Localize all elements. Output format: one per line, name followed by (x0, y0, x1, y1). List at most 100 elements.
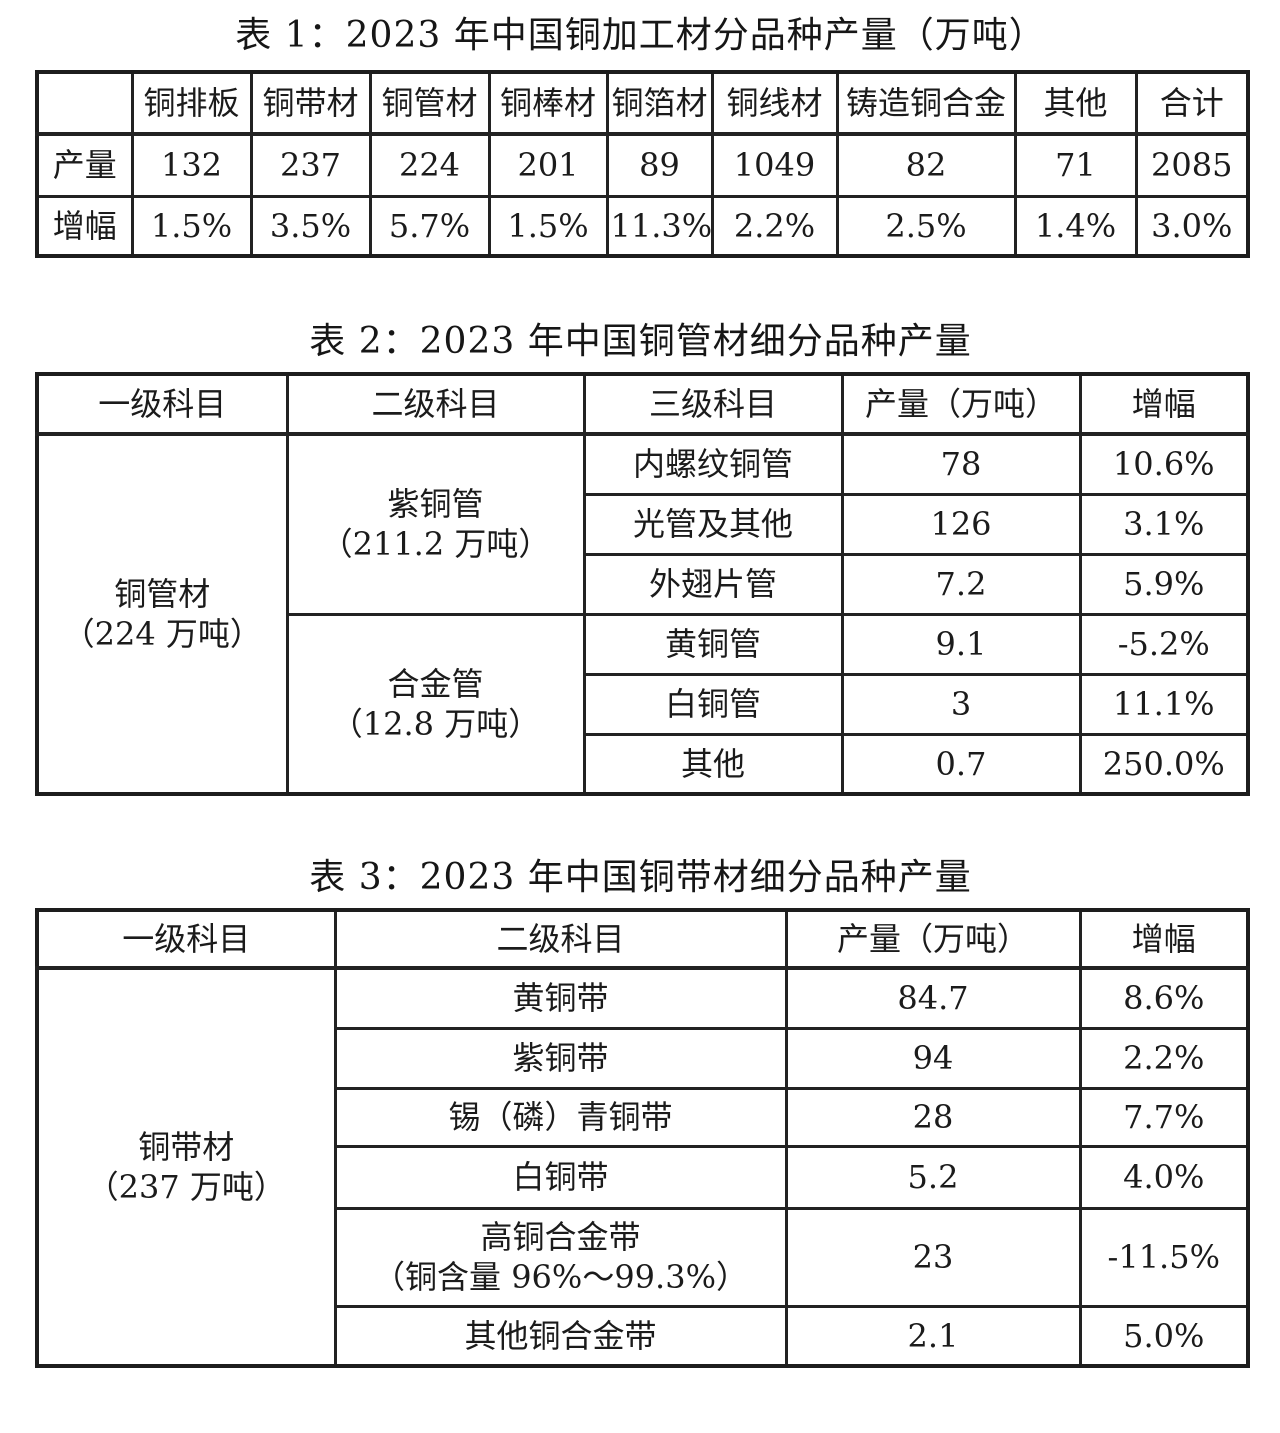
growth-value: 2.2% (1078, 1026, 1250, 1090)
table3-level1-cell: 铜带材 （237 万吨） (35, 966, 337, 1368)
output-value: 5.2 (784, 1144, 1082, 1210)
table1-row-label-growth: 增幅 (35, 194, 134, 258)
table1-col-header-tongxiancai: 铜线材 (710, 70, 839, 136)
output-value: 237 (249, 132, 372, 198)
output-value: 1049 (710, 132, 839, 198)
table2-title: 表 2：2023 年中国铜管材细分品种产量 (309, 321, 972, 362)
table1-col-header-tongpaiban: 铜排板 (130, 70, 253, 136)
output-value: 89 (605, 132, 714, 198)
output-value: 23 (784, 1206, 1082, 1308)
growth-value: 1.5% (130, 194, 253, 258)
output-value: 71 (1013, 132, 1138, 198)
output-value: 0.7 (840, 732, 1082, 796)
table2-col-header-growth: 增幅 (1078, 372, 1250, 436)
level2-name: 紫铜管 (387, 485, 484, 524)
level2-amount: （12.8 万吨） (330, 704, 541, 743)
level2-name: 高铜合金带 （铜含量 96%～99.3%） (333, 1206, 788, 1308)
table1-growth-row: 增幅 1.5% 3.5% 5.7% 1.5% 11.3% 2.2% 2.5% 1… (35, 194, 1250, 258)
growth-value: 7.7% (1078, 1086, 1250, 1148)
table3-title: 表 3：2023 年中国铜带材细分品种产量 (309, 857, 972, 898)
table1-col-header-tongbangcai: 铜棒材 (487, 70, 609, 136)
table3: 一级科目 二级科目 产量（万吨） 增幅 铜带材 （237 万吨） 黄铜带 84.… (35, 908, 1250, 1368)
level1-amount: （224 万吨） (62, 615, 262, 653)
level2-name: 合金管 (387, 664, 484, 703)
output-value: 94 (784, 1026, 1082, 1090)
table2-header-row: 一级科目 二级科目 三级科目 产量（万吨） 增幅 (35, 372, 1250, 436)
level3-name: 白铜管 (582, 672, 844, 736)
table-row: 白铜带 5.2 4.0% (37, 1144, 1250, 1210)
growth-value: 3.0% (1134, 194, 1250, 258)
table-row: 锡（磷）青铜带 28 7.7% (37, 1086, 1250, 1148)
growth-value: -5.2% (1078, 612, 1250, 676)
table1-header-row: 铜排板 铜带材 铜管材 铜棒材 铜箔材 铜线材 铸造铜合金 其他 合计 (35, 70, 1250, 136)
level2-name-line1: 高铜合金带 (480, 1218, 641, 1256)
table2-col-header-level3: 三级科目 (582, 372, 844, 436)
table1-col-header-tongdaicai: 铜带材 (249, 70, 372, 136)
table3-col-header-level1: 一级科目 (35, 908, 337, 970)
output-value: 82 (835, 132, 1017, 198)
output-value: 3 (840, 672, 1082, 736)
level2-name-line2: （铜含量 96%～99.3%） (373, 1258, 748, 1296)
table1-col-header-zhuzaotonghejin: 铸造铜合金 (835, 70, 1017, 136)
table1-col-header-qita: 其他 (1013, 70, 1138, 136)
level2-name: 紫铜带 (333, 1026, 788, 1090)
table-row: 白铜管 3 11.1% (37, 672, 1250, 736)
level3-name: 光管及其他 (582, 492, 844, 556)
growth-value: 10.6% (1078, 432, 1250, 496)
output-value: 28 (784, 1086, 1082, 1148)
growth-value: 8.6% (1078, 966, 1250, 1030)
level3-name: 其他 (582, 732, 844, 796)
table-row: 紫铜带 94 2.2% (37, 1026, 1250, 1090)
table-row: 光管及其他 126 3.1% (37, 492, 1250, 556)
output-value: 9.1 (840, 612, 1082, 676)
level3-name: 外翅片管 (582, 552, 844, 616)
table1-title: 表 1：2023 年中国铜加工材分品种产量（万吨） (235, 15, 1046, 56)
output-value: 224 (368, 132, 491, 198)
table1-output-row: 产量 132 237 224 201 89 1049 82 71 2085 (35, 132, 1250, 198)
table-row: 高铜合金带 （铜含量 96%～99.3%） 23 -11.5% (37, 1206, 1250, 1308)
table1-row-label-output: 产量 (35, 132, 134, 198)
level1-name: 铜管材 (114, 575, 211, 613)
output-value: 84.7 (784, 966, 1082, 1030)
table-row: 铜带材 （237 万吨） 黄铜带 84.7 8.6% (35, 966, 1250, 1368)
table1-col-header-heji: 合计 (1134, 70, 1250, 136)
table3-col-header-output: 产量（万吨） (784, 908, 1082, 970)
table3-header-row: 一级科目 二级科目 产量（万吨） 增幅 (35, 908, 1250, 970)
growth-value: 5.0% (1078, 1304, 1250, 1368)
level1-name: 铜带材 (138, 1128, 235, 1166)
output-value: 2.1 (784, 1304, 1082, 1368)
table-row: 其他 0.7 250.0% (37, 732, 1250, 796)
growth-value: 5.9% (1078, 552, 1250, 616)
table2-level2-cell-zitongguan: 紫铜管 （211.2 万吨） (285, 432, 586, 616)
growth-value: 2.2% (710, 194, 839, 258)
table3-col-header-level2: 二级科目 (333, 908, 788, 970)
table2-col-header-output: 产量（万吨） (840, 372, 1082, 436)
table2-level1-cell: 铜管材 （224 万吨） (35, 432, 289, 796)
level2-name: 其他铜合金带 (333, 1304, 788, 1368)
table-row: 其他铜合金带 2.1 5.0% (37, 1304, 1250, 1368)
growth-value: 4.0% (1078, 1144, 1250, 1210)
growth-value: 11.3% (605, 194, 714, 258)
output-value: 126 (840, 492, 1082, 556)
level2-name: 锡（磷）青铜带 (333, 1086, 788, 1148)
level2-name: 白铜带 (333, 1144, 788, 1210)
growth-value: 3.1% (1078, 492, 1250, 556)
table1-col-header-tongbocai: 铜箔材 (605, 70, 714, 136)
table1: 铜排板 铜带材 铜管材 铜棒材 铜箔材 铜线材 铸造铜合金 其他 合计 产量 1… (35, 70, 1250, 258)
growth-value: 5.7% (368, 194, 491, 258)
output-value: 132 (130, 132, 253, 198)
level1-amount: （237 万吨） (86, 1168, 286, 1206)
output-value: 7.2 (840, 552, 1082, 616)
output-value: 201 (487, 132, 609, 198)
table2: 一级科目 二级科目 三级科目 产量（万吨） 增幅 铜管材 （224 万吨） 紫铜… (35, 372, 1250, 796)
growth-value: 2.5% (835, 194, 1017, 258)
output-value: 2085 (1134, 132, 1250, 198)
level3-name: 黄铜管 (582, 612, 844, 676)
table-row: 铜管材 （224 万吨） 紫铜管 （211.2 万吨） 内螺纹铜管 78 10.… (35, 432, 1250, 796)
table-row: 外翅片管 7.2 5.9% (37, 552, 1250, 616)
output-value: 78 (840, 432, 1082, 496)
growth-value: -11.5% (1078, 1206, 1250, 1308)
growth-value: 1.4% (1013, 194, 1138, 258)
level2-amount: （211.2 万吨） (320, 525, 551, 564)
level3-name: 内螺纹铜管 (582, 432, 844, 496)
